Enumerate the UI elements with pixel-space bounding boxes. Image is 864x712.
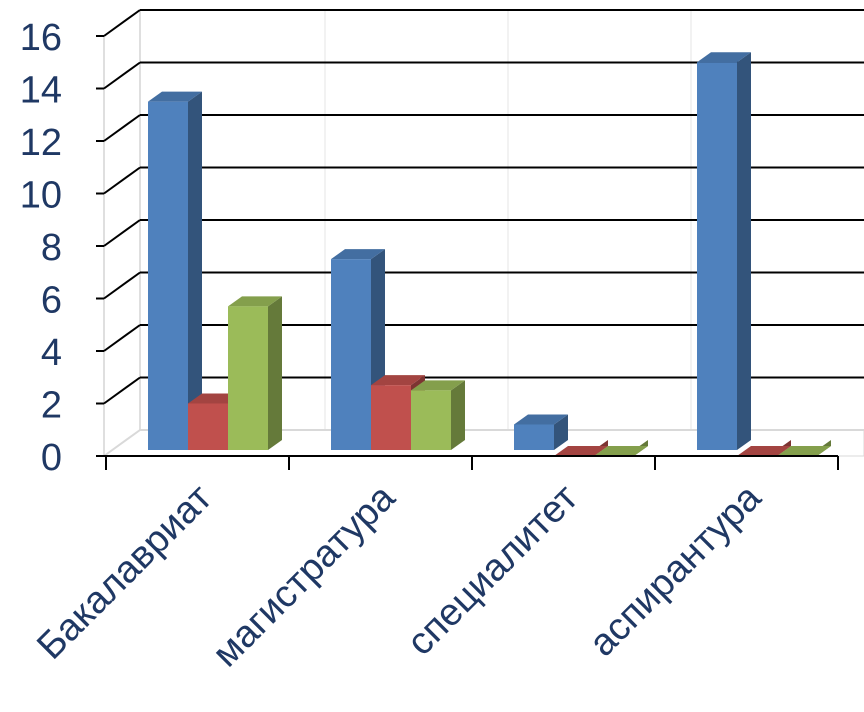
bar-front	[228, 306, 268, 450]
y-tick-label: 6	[41, 280, 62, 322]
bar	[148, 91, 202, 450]
bar-top	[554, 446, 608, 456]
bar-front	[148, 101, 188, 450]
y-tick-label: 16	[20, 17, 62, 59]
bar-side	[451, 380, 465, 450]
y-tick-label: 8	[41, 227, 62, 269]
bar-side	[554, 414, 568, 450]
bar-top	[737, 446, 791, 456]
gridline-side	[103, 61, 141, 90]
y-tick-label: 12	[20, 122, 62, 164]
bar-top	[594, 446, 648, 456]
bar	[737, 440, 791, 456]
x-tick-label: магистратура	[205, 476, 404, 675]
bar-front	[331, 259, 371, 450]
gridline-side	[103, 219, 141, 247]
gridline-side	[103, 9, 141, 37]
bar	[554, 440, 608, 456]
bar-top	[148, 91, 202, 102]
bar-side	[268, 296, 282, 450]
y-tick-label: 0	[41, 437, 62, 479]
gridline-side	[103, 324, 141, 352]
bar	[411, 380, 465, 450]
x-axis	[104, 455, 839, 470]
bar-top	[411, 380, 465, 391]
bar-top	[371, 375, 425, 386]
gridline-side	[103, 271, 141, 300]
x-tick-label: аспирантура	[581, 476, 770, 665]
bar-front	[411, 390, 451, 450]
x-axis-labels: Бакалавриатмагистратураспециалитетаспира…	[29, 476, 770, 675]
x-tick-label: Бакалавриат	[29, 477, 220, 668]
gridline-side	[103, 114, 141, 142]
bar-top	[331, 249, 385, 260]
bar-front	[188, 403, 228, 450]
y-axis-ticks: 0 2 4 6 8 10 12 14 16	[20, 17, 104, 479]
y-tick-label: 14	[20, 70, 62, 112]
bar	[514, 414, 568, 450]
bar-top	[777, 446, 831, 456]
bar-front	[514, 424, 554, 450]
y-tick-label: 10	[20, 175, 62, 217]
y-tick-label: 4	[41, 332, 62, 374]
gridline-side	[103, 429, 141, 457]
bar-front	[697, 62, 737, 450]
bar	[594, 440, 648, 456]
bar-side	[737, 52, 751, 450]
bar	[697, 52, 751, 450]
bar-side	[188, 91, 202, 450]
bar-top	[697, 52, 751, 63]
gridline-side	[103, 166, 141, 195]
bars	[148, 52, 831, 456]
bar	[228, 296, 282, 450]
bar	[777, 440, 831, 456]
y-tick-label: 2	[41, 385, 62, 427]
bar-top	[514, 414, 568, 425]
bar-front	[371, 385, 411, 450]
x-tick-label: специалитет	[399, 477, 586, 664]
gridline-side	[103, 376, 141, 405]
bar-top	[228, 296, 282, 307]
